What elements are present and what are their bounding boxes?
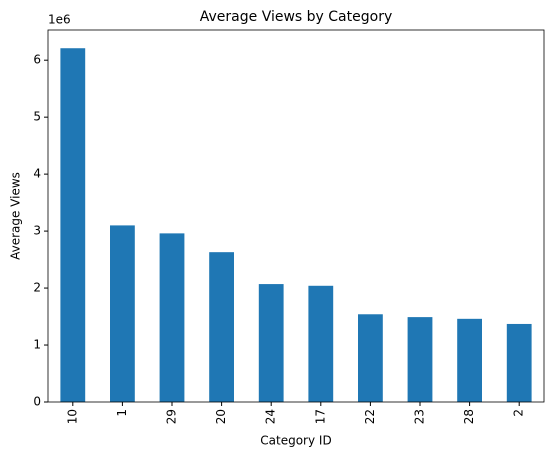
y-tick-label: 4 — [33, 167, 41, 181]
x-tick-label: 17 — [313, 409, 327, 424]
bar — [506, 323, 532, 402]
y-tick-label: 5 — [33, 110, 41, 124]
bar — [110, 225, 135, 402]
x-tick-label: 1 — [115, 409, 129, 417]
axes-frame — [47, 29, 545, 403]
x-tick-label: 2 — [512, 409, 526, 417]
y-tick-label: 3 — [33, 224, 41, 238]
bar — [258, 284, 284, 402]
x-tick-label: 24 — [264, 409, 278, 424]
bar — [407, 317, 433, 402]
chart-title: Average Views by Category — [200, 9, 392, 25]
x-tick-label: 22 — [363, 409, 377, 424]
bar — [159, 233, 185, 402]
y-tick-label: 0 — [33, 395, 41, 409]
bar — [209, 252, 234, 402]
bar — [457, 318, 482, 402]
y-tick-label: 2 — [33, 281, 41, 295]
x-tick-label: 29 — [165, 409, 179, 424]
y-tick-label: 1 — [33, 338, 41, 352]
x-tick-label: 28 — [462, 409, 476, 424]
bar — [358, 314, 383, 402]
bar — [308, 285, 334, 402]
x-axis-label: Category ID — [260, 434, 331, 448]
y-tick-label: 6 — [33, 53, 41, 67]
x-tick-label: 10 — [65, 409, 79, 424]
bar — [60, 48, 86, 403]
y-axis-label: Average Views — [9, 172, 23, 260]
y-offset-label: 1e6 — [48, 13, 71, 27]
x-tick-label: 23 — [413, 409, 427, 424]
x-tick-label: 20 — [214, 409, 228, 424]
